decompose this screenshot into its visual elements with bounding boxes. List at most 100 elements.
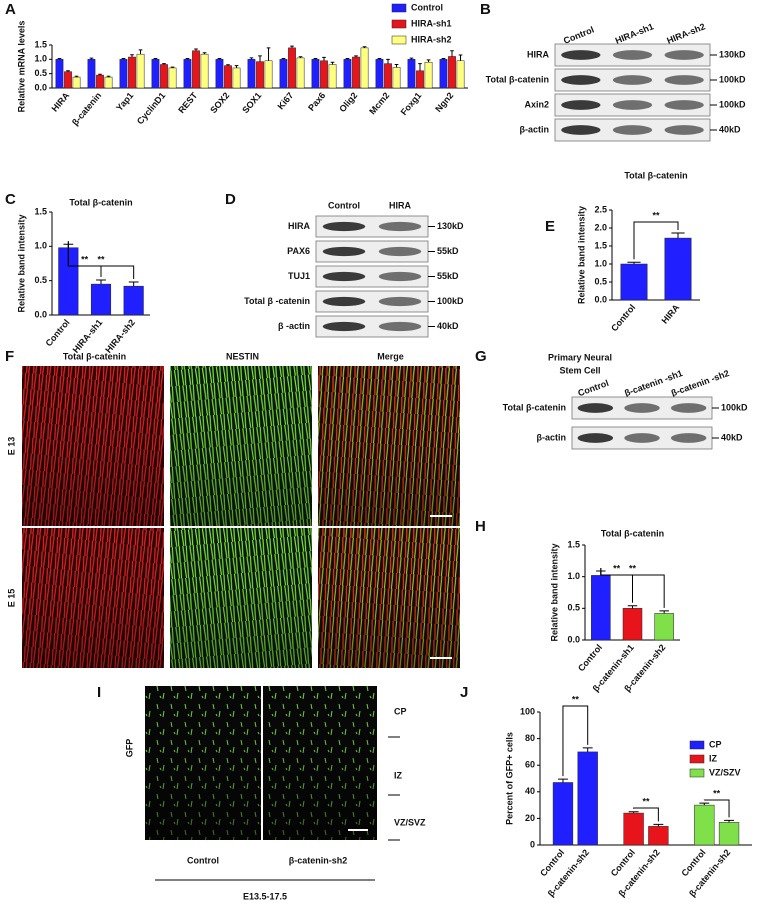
- panel-letter: D: [225, 191, 236, 208]
- blot-band: [378, 246, 422, 257]
- y-tick-label: 0: [530, 839, 535, 849]
- x-tick-label: CyclinD1: [135, 90, 167, 126]
- significance-label: **: [652, 210, 660, 220]
- bar: [360, 47, 369, 89]
- y-tick-label: 0.0: [594, 294, 607, 304]
- error-bar: [258, 55, 262, 62]
- bar: [183, 59, 192, 89]
- bar: [90, 283, 112, 316]
- row-label: Axin2: [524, 99, 549, 109]
- bar: [136, 53, 145, 89]
- x-tick-label: Ngn2: [433, 90, 455, 114]
- significance-bracket: [703, 799, 730, 818]
- bar: [439, 59, 448, 89]
- blot-band: [612, 50, 653, 60]
- lane-label: Control: [562, 25, 595, 46]
- marker-label: 100kD: [719, 74, 746, 84]
- error-bar: [330, 61, 335, 65]
- bar: [591, 575, 611, 641]
- legend-label: Control: [411, 2, 443, 12]
- error-bar: [627, 261, 641, 264]
- bar: [119, 59, 128, 89]
- marker-label: 100kD: [719, 99, 746, 109]
- error-bar: [96, 279, 106, 285]
- error-bar: [409, 57, 414, 60]
- y-tick-label: 80: [525, 733, 535, 743]
- error-bar: [627, 605, 638, 609]
- bar: [224, 65, 232, 89]
- error-bar: [290, 45, 294, 48]
- micrograph-shade: [318, 528, 460, 668]
- error-bar: [354, 55, 358, 58]
- bar: [352, 56, 360, 89]
- bar: [128, 56, 136, 89]
- y-tick-label: 1.5: [567, 539, 580, 549]
- significance-bracket: [633, 807, 659, 822]
- legend-label: HIRA-sh2: [411, 34, 452, 44]
- error-bar: [426, 59, 431, 63]
- blot-band: [378, 321, 422, 332]
- y-tick-label: 1.0: [594, 258, 607, 268]
- stage-label: E13.5-17.5: [243, 891, 287, 901]
- y-tick-label: 1.5: [34, 206, 47, 216]
- y-tick-label: 1.0: [34, 54, 47, 64]
- x-tick-label: HIRA-sh2: [103, 317, 137, 354]
- bar: [648, 826, 669, 846]
- blot-band: [664, 100, 704, 110]
- x-tick-label: β-catenin: [70, 90, 103, 127]
- y-tick-label: 20: [525, 813, 535, 823]
- bar: [577, 751, 598, 846]
- blot-band: [624, 433, 660, 443]
- blot-band: [378, 296, 422, 307]
- bar: [151, 59, 160, 89]
- y-tick-label: 0.5: [34, 68, 47, 78]
- error-bar: [628, 811, 639, 814]
- x-tick-label: Pax6: [306, 90, 327, 113]
- x-tick-label: Olig2: [337, 90, 359, 114]
- blot-band: [664, 50, 704, 60]
- zone-label: IZ: [394, 770, 403, 780]
- row-label: Total β-catenin: [486, 74, 549, 84]
- bar: [215, 59, 224, 89]
- bar: [552, 782, 574, 846]
- y-tick-label: 40: [525, 786, 535, 796]
- bar: [296, 57, 305, 89]
- x-tick-label: Control: [576, 642, 604, 673]
- y-axis-label: Relative mRNA levels: [16, 21, 26, 113]
- error-bar: [194, 48, 198, 51]
- significance-label: **: [97, 254, 105, 264]
- bar: [104, 76, 113, 89]
- x-tick-label: HIRA: [660, 302, 682, 326]
- error-bar: [418, 63, 422, 71]
- micrograph-shade: [22, 528, 164, 668]
- error-bar: [74, 75, 79, 78]
- bar: [622, 608, 643, 641]
- bar: [279, 59, 288, 89]
- row-label: β-actin: [520, 124, 550, 134]
- bar: [288, 47, 296, 89]
- error-bar: [394, 63, 399, 68]
- bar: [375, 59, 384, 89]
- x-tick-label: SOX2: [208, 90, 231, 115]
- marker-label: 40kD: [721, 432, 743, 442]
- bar: [192, 50, 200, 89]
- blot-band: [322, 221, 366, 232]
- panel-letter: H: [475, 518, 486, 535]
- error-bar: [441, 57, 446, 60]
- error-bar: [106, 75, 111, 78]
- x-tick-label: Ki67: [275, 90, 295, 111]
- channel-label: GFP: [124, 739, 134, 758]
- bar: [448, 56, 456, 89]
- error-bar: [699, 802, 710, 806]
- bar: [96, 74, 104, 89]
- y-tick-label: 2.0: [594, 222, 607, 232]
- marker-label: 55kD: [437, 246, 459, 256]
- micrograph-shade: [170, 528, 312, 668]
- bar: [256, 61, 264, 89]
- error-bar: [170, 66, 175, 68]
- significance-label: **: [572, 694, 580, 704]
- x-tick-label: Foxg1: [399, 90, 424, 117]
- error-bar: [377, 57, 382, 60]
- y-tick-label: 0.5: [594, 276, 607, 286]
